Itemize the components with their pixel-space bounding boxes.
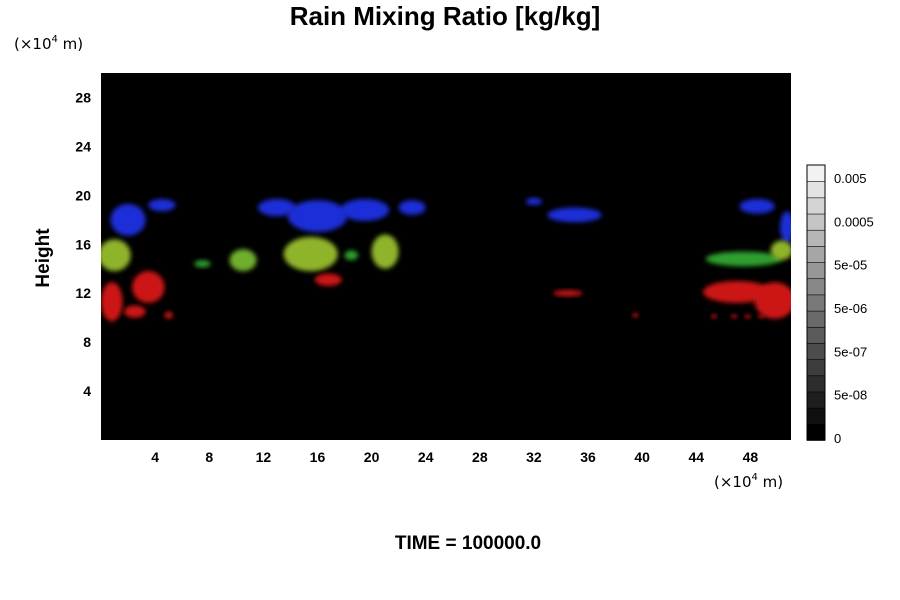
colorbar-swatch — [806, 213, 826, 231]
colorbar-label: 5e-06 — [834, 301, 867, 316]
x-tick-labels: 4 8 12 16 20 24 28 32 36 40 44 48 — [151, 449, 758, 465]
rain-region-11 — [194, 260, 211, 268]
y-tick-label: 24 — [75, 138, 91, 154]
y-axis-unit: (×104 m) — [14, 34, 83, 53]
rain-region-9 — [780, 211, 791, 244]
rain-region-13 — [283, 236, 338, 272]
rain-region-2 — [257, 199, 296, 217]
rain-region-19 — [124, 305, 146, 318]
colorbar-swatch — [806, 164, 826, 182]
y-tick-label: 12 — [75, 285, 91, 301]
colorbar-swatch — [806, 294, 826, 312]
x-axis-unit: (×104 m) — [714, 472, 783, 491]
colorbar-swatch — [806, 423, 826, 441]
rain-region-22 — [314, 273, 342, 286]
plot-background — [101, 73, 791, 440]
rain-region-5 — [398, 200, 426, 215]
plot-area — [101, 73, 791, 440]
colorbar-swatch — [806, 277, 826, 296]
rain-region-21 — [164, 311, 173, 319]
rain-region-1 — [148, 199, 176, 212]
colorbar-swatch — [806, 229, 826, 247]
y-tick-label: 8 — [83, 334, 91, 350]
x-tick-label: 40 — [634, 449, 650, 465]
rain-region-4 — [340, 199, 390, 222]
rain-region-27 — [745, 313, 751, 319]
colorbar-swatch — [806, 245, 826, 263]
y-axis-label: Height — [33, 228, 54, 288]
colorbar-swatch — [806, 197, 826, 215]
colorbar-swatch — [806, 374, 826, 393]
x-tick-label: 8 — [205, 449, 213, 465]
colorbar-label: 0.0005 — [834, 214, 874, 229]
x-tick-label: 24 — [418, 449, 434, 465]
x-tick-label: 28 — [472, 449, 488, 465]
colorbar-label: 0 — [834, 431, 841, 446]
rain-region-12 — [229, 249, 257, 272]
y-tick-label: 20 — [75, 187, 91, 203]
rain-region-7 — [547, 207, 602, 223]
x-tick-label: 32 — [526, 449, 542, 465]
y-tick-label: 28 — [75, 89, 91, 105]
y-tick-label: 16 — [75, 236, 91, 252]
rain-region-3 — [287, 200, 348, 233]
colorbar-swatch — [806, 180, 826, 199]
x-tick-label: 44 — [689, 449, 705, 465]
colorbar-label: 5e-08 — [834, 388, 867, 403]
rain-region-17 — [770, 240, 791, 261]
colorbar-labels: 0.005 0.0005 5e-05 5e-06 5e-07 5e-08 0 — [834, 171, 874, 446]
rain-region-26 — [731, 313, 737, 319]
x-tick-label: 48 — [743, 449, 759, 465]
y-tick-label: 4 — [83, 383, 91, 399]
x-tick-label: 4 — [151, 449, 159, 465]
rain-region-24 — [632, 312, 639, 318]
colorbar-label: 5e-07 — [834, 344, 867, 359]
colorbar-swatch — [806, 261, 826, 280]
rain-region-14 — [344, 250, 359, 261]
rain-region-25 — [711, 313, 717, 319]
rain-region-16 — [705, 251, 782, 267]
x-tick-label: 20 — [364, 449, 380, 465]
rain-region-18 — [101, 282, 123, 322]
colorbar-frame — [806, 164, 826, 441]
rain-region-6 — [525, 197, 543, 206]
rain-region-29 — [703, 280, 771, 303]
colorbar-label: 0.005 — [834, 171, 867, 186]
y-tick-labels: 4 8 12 16 20 24 28 — [75, 89, 91, 399]
rain-regions — [101, 197, 791, 322]
rain-region-8 — [739, 199, 775, 214]
rain-region-15 — [371, 234, 399, 269]
colorbar-swatch — [806, 342, 826, 360]
rain-region-20 — [132, 271, 165, 303]
x-tick-label: 36 — [580, 449, 596, 465]
colorbar-swatch — [806, 310, 826, 328]
chart-title: Rain Mixing Ratio [kg/kg] — [290, 1, 601, 31]
colorbar-swatch — [806, 326, 826, 344]
colorbar-swatches — [806, 164, 826, 441]
rain-region-10 — [101, 239, 131, 272]
colorbar-label: 5e-05 — [834, 258, 867, 273]
colorbar-swatch — [806, 407, 826, 425]
time-label: TIME = 100000.0 — [395, 533, 541, 554]
x-tick-label: 12 — [256, 449, 272, 465]
rain-region-23 — [552, 290, 583, 297]
rain-region-0 — [110, 203, 146, 236]
colorbar-swatch — [806, 358, 826, 377]
colorbar-swatch — [806, 391, 826, 409]
rain-region-30 — [754, 282, 791, 319]
colorbar: 0.005 0.0005 5e-05 5e-06 5e-07 5e-08 0 — [806, 164, 874, 446]
x-tick-label: 16 — [310, 449, 326, 465]
